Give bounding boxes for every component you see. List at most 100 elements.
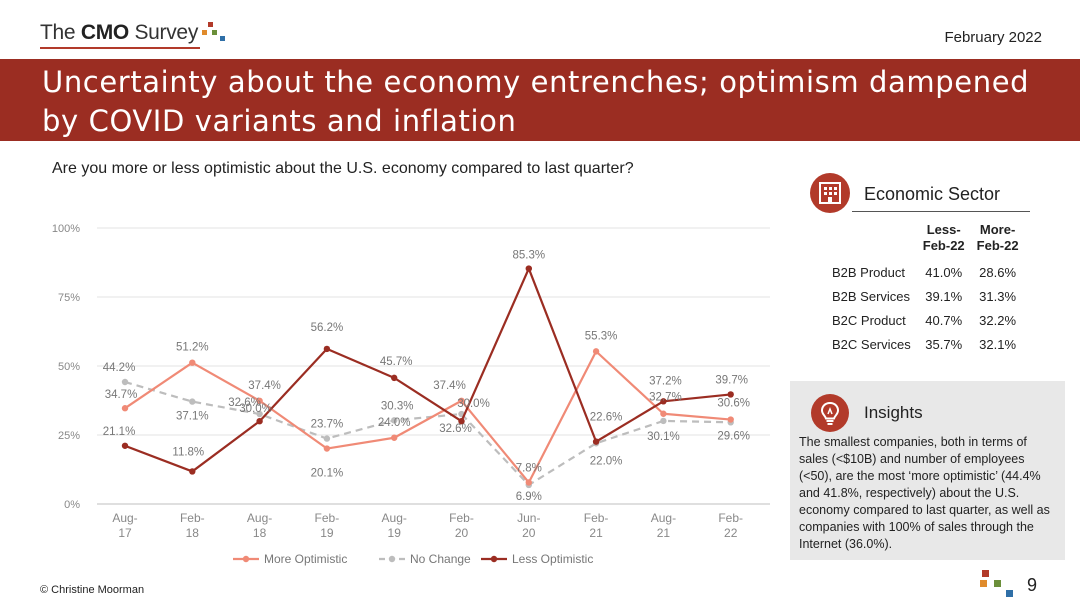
data-label: 37.4% — [248, 380, 281, 392]
data-point — [391, 434, 398, 441]
data-label: 30.6% — [717, 398, 750, 410]
data-point — [256, 418, 263, 425]
logo-bold: CMO — [80, 21, 129, 44]
data-label: 37.4% — [433, 380, 466, 392]
chart-question: Are you more or less optimistic about th… — [52, 160, 634, 177]
insights-text: The smallest companies, both in terms of… — [799, 435, 1050, 551]
legend-label: More Optimistic — [264, 552, 347, 566]
legend-label: No Change — [410, 552, 471, 566]
table-row: B2B Services 39.1% 31.3% — [826, 284, 1025, 308]
more-value: 31.3% — [979, 288, 1017, 304]
data-point — [323, 345, 331, 353]
legend-marker — [242, 555, 250, 563]
data-label: 32.6% — [439, 423, 472, 435]
x-tick-label: Feb-21 — [584, 511, 609, 540]
data-label: 56.2% — [311, 322, 344, 334]
data-point — [458, 397, 465, 404]
row-label: B2C Product — [832, 312, 906, 328]
data-label: 22.0% — [590, 455, 623, 467]
data-point — [121, 405, 129, 412]
more-value: 32.2% — [979, 312, 1017, 328]
x-tick-label: Feb-22 — [718, 511, 743, 540]
data-point — [256, 410, 263, 418]
x-tick-label: Aug-21 — [651, 511, 676, 540]
title-banner — [0, 59, 1080, 141]
data-label: 30.0% — [457, 398, 490, 410]
data-point — [592, 348, 600, 355]
more-value: 28.6% — [979, 264, 1017, 280]
x-tick-label: Aug-19 — [382, 511, 407, 540]
building-icon — [810, 173, 850, 213]
row-label: B2B Product — [832, 264, 905, 280]
page-number: 9 — [1027, 575, 1038, 595]
row-label: B2C Services — [832, 336, 911, 352]
table-row: B2B Product 41.0% 28.6% — [826, 260, 1025, 284]
y-tick-label: 75% — [58, 292, 80, 304]
data-label: 37.1% — [176, 411, 209, 423]
legend-marker — [490, 555, 498, 563]
report-date: February 2022 — [944, 29, 1042, 46]
data-point — [189, 468, 196, 475]
logo-prefix: The — [40, 21, 81, 44]
column-header-more: More- Feb-22 — [976, 222, 1019, 253]
data-point — [660, 417, 667, 425]
x-tick-label: Aug-18 — [247, 511, 272, 540]
x-tick-label: Feb-20 — [449, 511, 474, 540]
data-point — [525, 479, 532, 486]
sector-table: Less- Feb-22 More- Feb-22 B2B Product 41.0… — [826, 222, 1025, 356]
sector-divider — [852, 211, 1030, 212]
data-label: 7.8% — [516, 462, 542, 474]
data-label: 30.3% — [381, 400, 414, 412]
x-tick-label: Feb-19 — [315, 511, 340, 540]
data-label: 22.6% — [590, 412, 623, 424]
data-label: 11.8% — [172, 446, 204, 458]
y-tick-label: 25% — [58, 430, 80, 442]
y-tick-label: 100% — [52, 223, 80, 235]
table-row: B2C Product 40.7% 32.2% — [826, 308, 1025, 332]
row-label: B2B Services — [832, 288, 911, 304]
data-point — [323, 435, 331, 442]
data-label: 55.3% — [585, 330, 618, 342]
sector-table-header: Less- Feb-22 More- Feb-22 — [826, 222, 1025, 260]
y-tick-label: 50% — [58, 361, 80, 373]
data-label: 32.7% — [649, 392, 682, 404]
y-tick-label: 0% — [64, 499, 80, 511]
legend-marker — [388, 555, 396, 563]
data-label: 39.7% — [715, 374, 748, 386]
logo-suffix: Survey — [128, 21, 199, 44]
data-label: 6.9% — [516, 491, 542, 503]
data-point — [391, 374, 398, 382]
more-value: 32.1% — [979, 336, 1017, 352]
copyright: © Christine Moorman — [40, 584, 145, 596]
data-point — [323, 445, 331, 452]
cmo-survey-logo: The CMO Survey — [40, 20, 230, 49]
x-tick-label: Aug-17 — [112, 511, 137, 540]
corner-dots-icon — [980, 568, 1020, 600]
data-point — [189, 359, 196, 366]
logo-underline — [40, 47, 200, 49]
data-label: 85.3% — [512, 250, 545, 262]
data-point — [727, 391, 734, 398]
data-label: 51.2% — [176, 342, 209, 354]
data-point — [458, 418, 465, 425]
data-label: 30.1% — [647, 431, 680, 443]
data-point — [660, 398, 667, 405]
column-header-less: Less- Feb-22 — [922, 222, 965, 253]
sector-title: Economic Sector — [864, 184, 1001, 204]
data-label: 45.7% — [380, 356, 413, 368]
less-value: 40.7% — [925, 312, 963, 328]
insights-title: Insights — [864, 403, 923, 422]
data-point — [592, 438, 600, 445]
less-value: 39.1% — [925, 288, 963, 304]
page-title: Uncertainty about the economy entrenches… — [42, 65, 1030, 138]
data-label: 23.7% — [311, 419, 344, 431]
data-point — [121, 442, 129, 449]
legend-label: Less Optimistic — [512, 552, 593, 566]
data-point — [189, 398, 196, 405]
data-point — [660, 410, 667, 417]
table-row: B2C Services 35.7% 32.1% — [826, 332, 1025, 356]
data-point — [391, 417, 398, 424]
less-value: 41.0% — [925, 264, 963, 280]
series-line — [124, 380, 731, 487]
x-tick-label: Jun-20 — [517, 511, 540, 540]
